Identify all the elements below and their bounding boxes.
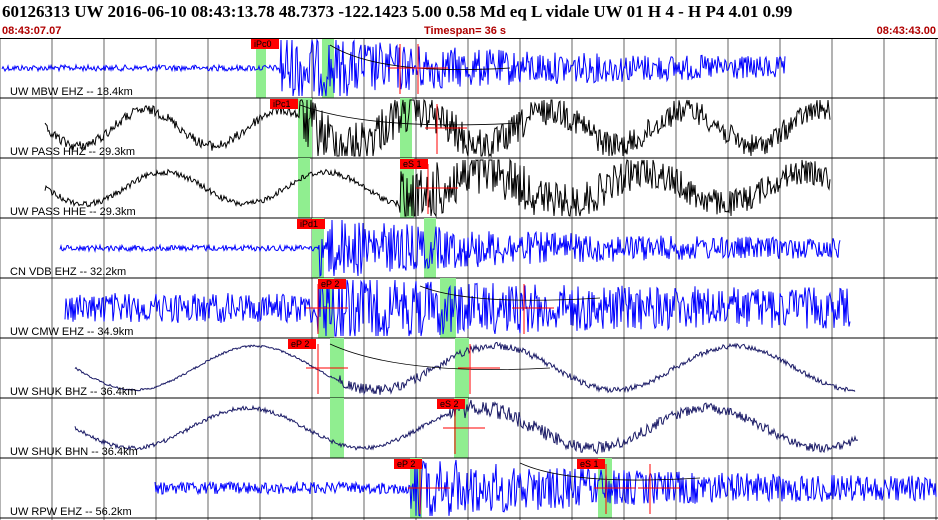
pick-label-box[interactable]	[288, 339, 316, 349]
trace-row-5[interactable]: eP 2 UW CMW EHZ -- 34.9km	[0, 278, 938, 339]
pick-label-box[interactable]	[577, 459, 605, 469]
trace-row-2[interactable]: iPc1 UW PASS HHZ -- 29.3km	[0, 98, 938, 159]
trace-label: UW PASS HHE -- 29.3km	[10, 206, 136, 218]
pick-label[interactable]: eP 2	[397, 459, 415, 469]
pick-label[interactable]: eS 1	[580, 459, 599, 469]
end-time-label: 08:43:43.00	[876, 25, 936, 37]
travel-time-curve	[299, 104, 521, 126]
travel-time-curve	[519, 462, 701, 481]
pick-label-box[interactable]	[400, 159, 428, 169]
time-axis-header: 08:43:07.07 Timespan= 36 s 08:43:43.00	[0, 24, 938, 38]
travel-time-curve	[329, 343, 551, 370]
trace-row-7[interactable]: eS 2 UW SHUK BHN -- 36.4km	[0, 398, 938, 459]
pick-label-box[interactable]	[437, 399, 465, 409]
waveform	[44, 158, 831, 218]
trace-row-6[interactable]: eP 2 UW SHUK BHZ -- 36.4km	[0, 338, 938, 399]
pick-label[interactable]: eP 2	[321, 279, 339, 289]
trace-row-8[interactable]: eP 2 eS 1 UW RPW EHZ -- 56.2km	[0, 458, 938, 519]
waveform	[154, 459, 937, 517]
pick-label-box[interactable]	[251, 39, 279, 49]
trace-label: UW PASS HHZ -- 29.3km	[10, 146, 135, 158]
event-summary-title: 60126313 UW 2016-06-10 08:43:13.78 48.73…	[2, 2, 793, 21]
trace-row-3[interactable]: eS 1 UW PASS HHE -- 29.3km	[0, 158, 938, 219]
trace-label: UW MBW EHZ -- 18.4km	[10, 86, 133, 98]
pick-label-box[interactable]	[270, 99, 298, 109]
waveform	[1, 38, 786, 97]
trace-row-4[interactable]: iPd1 CN VDB EHZ -- 32.2km	[0, 218, 938, 279]
travel-time-curve	[419, 285, 601, 301]
pick-label[interactable]: eS 2	[440, 399, 459, 409]
seismogram-panel[interactable]: iPc0 UW MBW EHZ -- 18.4km iPc1 UW PASS HHZ …	[0, 38, 938, 520]
pick-label-box[interactable]	[318, 279, 346, 289]
waveform	[64, 279, 851, 337]
pick-label[interactable]: eP 2	[291, 339, 309, 349]
pick-window	[298, 158, 310, 218]
pick-label-box[interactable]	[394, 459, 422, 469]
pick-window	[256, 38, 266, 98]
trace-label: UW CMW EHZ -- 34.9km	[10, 326, 133, 338]
waveform	[74, 399, 858, 455]
trace-label: UW SHUK BHN -- 36.4km	[10, 446, 138, 458]
trace-label: CN VDB EHZ -- 32.2km	[10, 266, 126, 278]
pick-label-box[interactable]	[297, 219, 325, 229]
trace-row-1[interactable]: iPc0 UW MBW EHZ -- 18.4km	[0, 38, 938, 99]
pick-window	[330, 398, 344, 458]
pick-label[interactable]: iPd1	[300, 219, 318, 229]
pick-label[interactable]: iPc1	[273, 99, 291, 109]
timespan-label: Timespan= 36 s	[424, 25, 507, 37]
waveform	[59, 219, 841, 278]
pick-label[interactable]: eS 1	[403, 159, 422, 169]
trace-label: UW RPW EHZ -- 56.2km	[10, 506, 132, 518]
pick-label[interactable]: iPc0	[254, 39, 272, 49]
trace-label: UW SHUK BHZ -- 36.4km	[10, 386, 137, 398]
start-time-label: 08:43:07.07	[2, 25, 62, 37]
waveform	[74, 341, 856, 396]
